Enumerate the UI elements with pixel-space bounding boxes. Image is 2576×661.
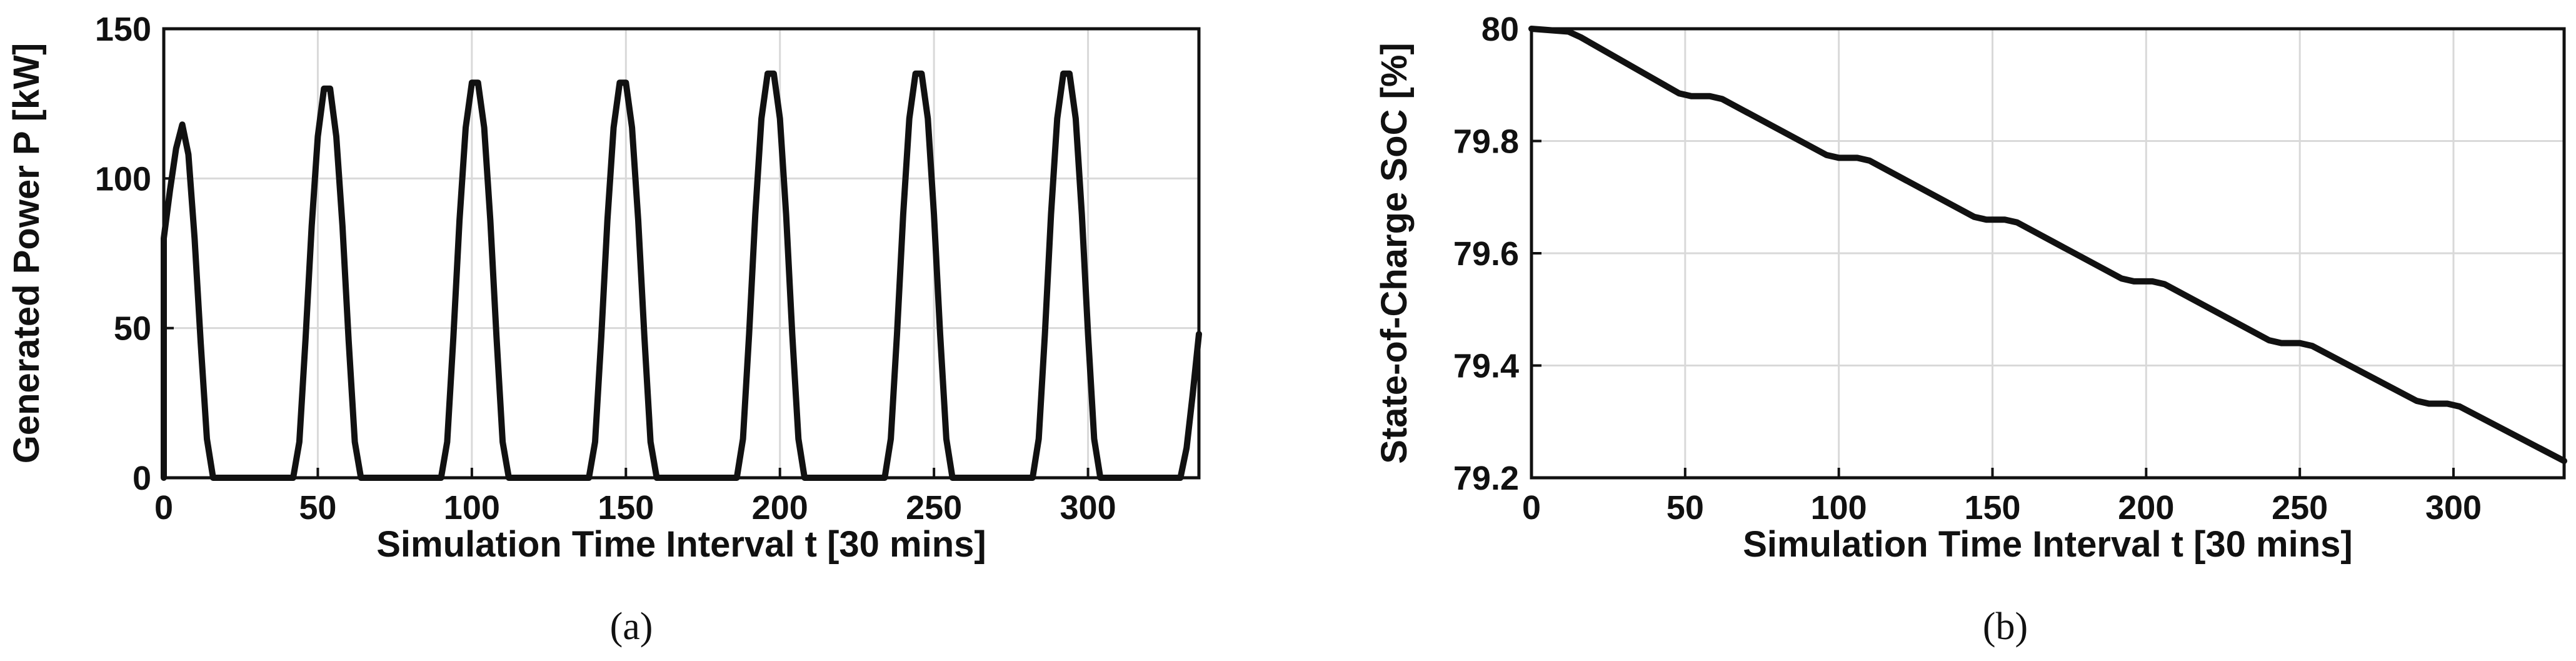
y-tick-label-a-150: 150 bbox=[95, 11, 151, 48]
chart-panel-b: 0 50 100 150 200 250 300 79.2 79.4 79.6 79.8 80 Sim… bbox=[1374, 11, 2567, 648]
grid-b bbox=[1530, 28, 2564, 479]
y-tick-label-a-50: 50 bbox=[114, 310, 151, 348]
x-axis-label-a: Simulation Time Interval t [30 mins] bbox=[376, 524, 986, 565]
x-tick-label-a-100: 100 bbox=[444, 489, 500, 527]
series-line-b-0 bbox=[1528, 26, 2567, 465]
x-tick-label-b-0: 0 bbox=[1522, 489, 1541, 527]
y-tick-label-b-79.4: 79.4 bbox=[1453, 348, 1519, 385]
x-axis-label-b: Simulation Time Interval t [30 mins] bbox=[1743, 524, 2353, 565]
y-tick-label-b-80: 80 bbox=[1481, 11, 1519, 48]
x-tick-label-b-100: 100 bbox=[1811, 489, 1867, 527]
x-tick-label-b-50: 50 bbox=[1666, 489, 1704, 527]
series-layer-b bbox=[1528, 26, 2567, 465]
panel-label-a: (a) bbox=[610, 605, 653, 648]
x-tick-label-a-0: 0 bbox=[154, 489, 173, 527]
x-tick-label-b-200: 200 bbox=[2118, 489, 2174, 527]
x-tick-label-a-150: 150 bbox=[598, 489, 654, 527]
x-tick-label-a-250: 250 bbox=[906, 489, 962, 527]
x-tick-label-a-200: 200 bbox=[752, 489, 808, 527]
y-tick-label-b-79.6: 79.6 bbox=[1453, 235, 1519, 273]
y-tick-label-b-79.8: 79.8 bbox=[1453, 123, 1519, 161]
x-tick-label-a-50: 50 bbox=[299, 489, 336, 527]
ticks-b: 0 50 100 150 200 250 300 79.2 79.4 79.6 79.8 80 bbox=[1453, 11, 2482, 527]
x-tick-label-b-300: 300 bbox=[2425, 489, 2482, 527]
x-tick-label-b-250: 250 bbox=[2272, 489, 2328, 527]
x-tick-label-a-300: 300 bbox=[1060, 489, 1116, 527]
grid-a bbox=[163, 28, 1199, 479]
y-axis-label-a: Generated Power P [kW] bbox=[6, 43, 47, 464]
y-tick-label-b-79.2: 79.2 bbox=[1453, 460, 1519, 497]
series-line-a-0 bbox=[161, 70, 1202, 481]
y-tick-label-a-100: 100 bbox=[95, 160, 151, 198]
series-layer-a bbox=[161, 70, 1202, 481]
x-tick-label-b-150: 150 bbox=[1964, 489, 2020, 527]
y-axis-label-b: State-of-Charge SoC [%] bbox=[1374, 43, 1415, 463]
y-tick-label-a-0: 0 bbox=[133, 460, 151, 497]
plot-frame-a bbox=[162, 27, 1201, 480]
panel-label-b: (b) bbox=[1983, 605, 2028, 648]
ticks-a: 0 50 100 150 200 250 300 0 50 100 150 bbox=[95, 11, 1116, 527]
chart-panel-a: 0 50 100 150 200 250 300 0 50 100 150 Simulation T… bbox=[6, 11, 1202, 648]
